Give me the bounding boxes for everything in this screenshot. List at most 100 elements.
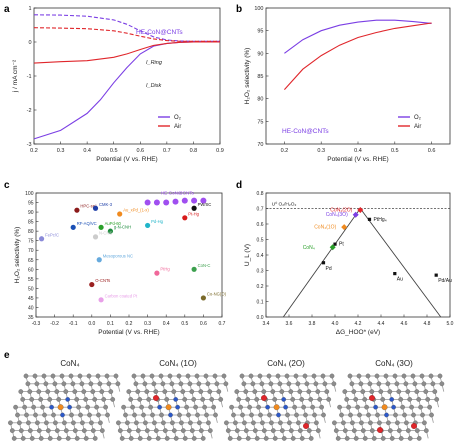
e-carbon-atom bbox=[224, 420, 229, 426]
a-ytick-label: -2 bbox=[27, 108, 32, 114]
e-carbon-atom bbox=[284, 373, 290, 379]
a-ytick-label: -3 bbox=[27, 142, 32, 148]
e-carbon-atom bbox=[342, 389, 348, 394]
e-carbon-atom bbox=[422, 420, 427, 426]
e-carbon-atom bbox=[164, 436, 170, 441]
e-carbon-atom bbox=[214, 381, 220, 387]
e-carbon-atom bbox=[159, 412, 164, 418]
e-carbon-atom bbox=[119, 436, 125, 441]
b-plot-frame bbox=[265, 7, 451, 145]
e-carbon-atom bbox=[139, 404, 144, 410]
e-carbon-atom bbox=[99, 428, 105, 433]
e-carbon-atom bbox=[374, 373, 380, 379]
c-point-15 bbox=[200, 295, 206, 301]
c-point-label-12: O-CNTs bbox=[95, 278, 110, 283]
e-carbon-atom bbox=[223, 381, 229, 387]
d-point-0 bbox=[357, 207, 364, 214]
e-carbon-atom bbox=[98, 420, 103, 426]
e-carbon-atom bbox=[180, 428, 186, 433]
e-carbon-atom bbox=[315, 428, 321, 433]
e-carbon-atom bbox=[35, 420, 40, 426]
e-carbon-atom bbox=[419, 373, 425, 379]
e-carbon-atom bbox=[101, 397, 107, 402]
a-xtick-label: 0.9 bbox=[216, 148, 224, 154]
a-ring-label: I_Ring bbox=[146, 60, 163, 66]
b-ytick-label: 100 bbox=[254, 6, 263, 12]
e-cobalt-atom bbox=[57, 404, 64, 411]
e-carbon-atom bbox=[108, 389, 114, 394]
e-carbon-atom bbox=[63, 428, 69, 433]
a-xtick-label: 0.6 bbox=[136, 148, 144, 154]
e-nitrogen-atom bbox=[281, 397, 287, 402]
e-carbon-atom bbox=[353, 436, 359, 441]
e-carbon-atom bbox=[50, 373, 56, 379]
e-carbon-atom bbox=[395, 420, 400, 426]
e-carbon-atom bbox=[288, 389, 294, 394]
c-highlight-point-2 bbox=[163, 199, 170, 206]
d-xtick-label: 4.0 bbox=[332, 321, 339, 327]
e-carbon-atom bbox=[293, 373, 299, 379]
e-carbon-atom bbox=[396, 389, 402, 394]
e-carbon-atom bbox=[47, 436, 53, 441]
e-carbon-atom bbox=[71, 420, 76, 426]
e-carbon-atom bbox=[47, 397, 53, 402]
e-nitrogen-atom bbox=[391, 404, 396, 410]
e-carbon-atom bbox=[135, 389, 141, 394]
e-carbon-atom bbox=[74, 436, 80, 441]
c-ytick-label: 100 bbox=[25, 191, 34, 197]
e-carbon-atom bbox=[86, 373, 92, 379]
e-carbon-atom bbox=[256, 404, 261, 410]
e-carbon-atom bbox=[18, 428, 24, 433]
e-carbon-atom bbox=[54, 428, 60, 433]
d-xtick-label: 4.8 bbox=[424, 321, 431, 327]
e-carbon-atom bbox=[348, 412, 353, 418]
e-structure-title-1: CoN₄ (1O) bbox=[159, 359, 197, 368]
c-highlight-label: HE-CoN@CNTs bbox=[161, 191, 195, 196]
e-carbon-atom bbox=[377, 420, 382, 426]
e-carbon-atom bbox=[171, 428, 177, 433]
e-carbon-atom bbox=[137, 397, 143, 402]
e-cobalt-atom bbox=[381, 404, 388, 411]
panel-e: CoN₄ CoN₄ (1O) CoN₄ (2O) CoN₄ (3O) bbox=[8, 359, 445, 441]
panel-a: 0.2 0.3 0.4 0.5 0.6 0.7 0.8 0.9 1 0 -1 -2 -3 Potentia… bbox=[12, 6, 224, 163]
c-highlight-point-1 bbox=[153, 199, 160, 206]
e-carbon-atom bbox=[308, 397, 314, 402]
c-xtick-label: 0.6 bbox=[200, 321, 207, 327]
b-ytick-label: 90 bbox=[257, 51, 263, 57]
e-carbon-atom bbox=[161, 420, 166, 426]
e-carbon-atom bbox=[347, 373, 353, 379]
e-carbon-atom bbox=[344, 436, 350, 441]
e-carbon-atom bbox=[239, 373, 245, 379]
e-carbon-atom bbox=[9, 428, 15, 433]
e-carbon-atom bbox=[110, 397, 116, 402]
e-carbon-atom bbox=[416, 436, 422, 441]
c-xtick-label: 0.1 bbox=[107, 321, 114, 327]
c-xtick-label: -0.1 bbox=[69, 321, 78, 327]
a-annotation: HE-CoN@CNTs bbox=[136, 29, 183, 36]
e-carbon-atom bbox=[409, 404, 414, 410]
e-carbon-atom bbox=[189, 389, 195, 394]
e-carbon-atom bbox=[56, 397, 62, 402]
e-carbon-atom bbox=[121, 404, 126, 410]
e-carbon-atom bbox=[279, 389, 285, 394]
e-carbon-atom bbox=[133, 381, 139, 387]
e-carbon-atom bbox=[194, 373, 200, 379]
d-ytick-label: 0.0 bbox=[257, 315, 264, 321]
c-highlight-point-4 bbox=[181, 197, 188, 204]
e-carbon-atom bbox=[267, 412, 272, 418]
e-carbon-atom bbox=[243, 389, 249, 394]
e-carbon-atom bbox=[360, 389, 366, 394]
c-point-14 bbox=[191, 266, 197, 272]
e-carbon-atom bbox=[245, 436, 251, 441]
e-carbon-atom bbox=[195, 412, 200, 418]
d-ytick-label: 0.8 bbox=[257, 191, 264, 197]
c-ytick-label: 70 bbox=[28, 248, 34, 254]
c-highlight-point-6 bbox=[200, 197, 207, 204]
e-carbon-atom bbox=[227, 436, 233, 441]
e-carbon-atom bbox=[11, 436, 17, 441]
e-structure-0 bbox=[8, 373, 121, 441]
e-carbon-atom bbox=[252, 428, 258, 433]
c-point-label-2: Au_xPd_(1-x) bbox=[123, 207, 149, 212]
e-carbon-atom bbox=[115, 381, 121, 387]
